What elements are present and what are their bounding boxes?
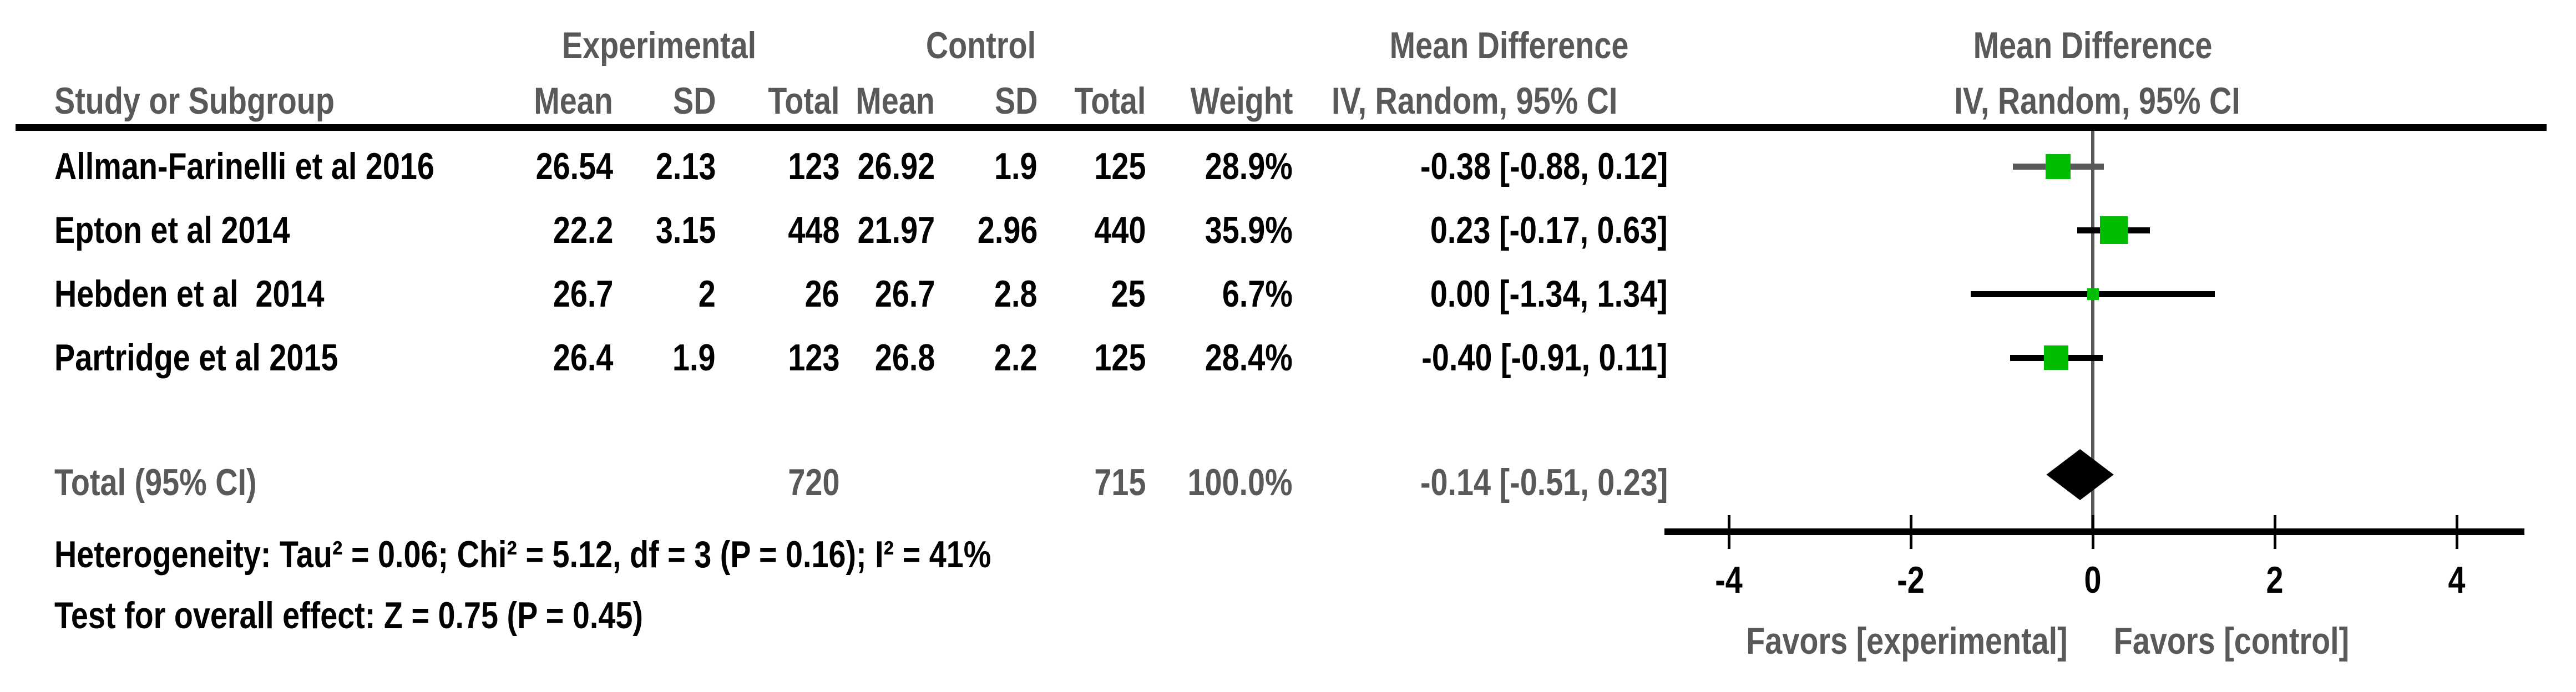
x-axis-tick [2273, 515, 2276, 549]
x-axis-tick [1909, 515, 1912, 549]
total-row-label: Total (95% CI) [54, 461, 257, 503]
cell-sd_c: 2.96 [977, 209, 1038, 251]
cell-total_e: 448 [787, 209, 839, 251]
col-header-ci-right: IV, Random, 95% CI [1954, 80, 2240, 122]
study-name: Partridge et al 2015 [54, 337, 338, 379]
effect-square [2099, 216, 2128, 244]
cell-sd_e: 1.9 [672, 337, 716, 379]
heterogeneity-note: Heterogeneity: Tau² = 0.06; Chi² = 5.12,… [54, 533, 991, 576]
cell-total_c: 440 [1094, 209, 1146, 251]
cell-total_c: 125 [1094, 145, 1146, 187]
cell-ci: -0.38 [-0.88, 0.12] [1420, 145, 1668, 187]
cell-mean_c: 26.7 [874, 273, 935, 315]
col-header-total-ctrl: Total [1074, 80, 1146, 122]
study-name: Epton et al 2014 [54, 209, 290, 251]
cell-sd_c: 2.8 [994, 273, 1038, 315]
axis-tick-label: -2 [1897, 559, 1925, 601]
header-underline [16, 124, 2547, 131]
col-header-ci: IV, Random, 95% CI [1332, 80, 1618, 122]
cell-mean_e: 26.54 [535, 145, 613, 187]
axis-tick-label: -4 [1715, 559, 1743, 601]
cell-sd_e: 2 [698, 273, 716, 315]
cell-weight: 35.9% [1205, 209, 1293, 251]
axis-tick-label: 0 [2084, 559, 2102, 601]
col-header-mean-ctrl: Mean [856, 80, 935, 122]
cell-total_e: 123 [787, 337, 839, 379]
header-mean-difference-right: Mean Difference [1973, 24, 2213, 67]
total-row-n-exp: 720 [787, 461, 839, 503]
col-header-weight: Weight [1190, 80, 1293, 122]
total-row-n-ctrl: 715 [1094, 461, 1146, 503]
cell-total_c: 25 [1111, 273, 1146, 315]
cell-sd_c: 1.9 [994, 145, 1038, 187]
x-axis-tick [1727, 515, 1730, 549]
cell-mean_c: 26.92 [857, 145, 935, 187]
study-name: Allman-Farinelli et al 2016 [54, 145, 434, 187]
x-axis-line [1664, 528, 2524, 535]
axis-tick-label: 2 [2266, 559, 2284, 601]
cell-weight: 6.7% [1222, 273, 1293, 315]
cell-sd_e: 3.15 [655, 209, 716, 251]
col-header-study: Study or Subgroup [54, 80, 335, 122]
zero-line [2091, 131, 2094, 532]
x-axis-tick [2455, 515, 2458, 549]
cell-sd_c: 2.2 [994, 337, 1038, 379]
col-header-mean-exp: Mean [534, 80, 613, 122]
cell-ci: 0.00 [-1.34, 1.34] [1430, 273, 1668, 315]
cell-mean_e: 26.4 [553, 337, 613, 379]
header-experimental: Experimental [561, 24, 757, 67]
effect-square [2044, 345, 2069, 370]
effect-square [2046, 154, 2071, 179]
cell-total_c: 125 [1094, 337, 1146, 379]
favors-control-label: Favors [control] [2113, 620, 2350, 662]
total-row-weight: 100.0% [1187, 461, 1293, 503]
cell-weight: 28.4% [1205, 337, 1293, 379]
cell-mean_e: 22.2 [553, 209, 613, 251]
cell-ci: 0.23 [-0.17, 0.63] [1430, 209, 1668, 251]
total-row-ci: -0.14 [-0.51, 0.23] [1420, 461, 1668, 503]
cell-total_e: 26 [804, 273, 839, 315]
cell-total_e: 123 [787, 145, 839, 187]
cell-mean_c: 21.97 [857, 209, 935, 251]
header-mean-difference-left: Mean Difference [1389, 24, 1629, 67]
cell-sd_e: 2.13 [655, 145, 716, 187]
header-control: Control [925, 24, 1036, 67]
cell-mean_c: 26.8 [874, 337, 935, 379]
axis-tick-label: 4 [2448, 559, 2466, 601]
effect-square [2087, 288, 2099, 300]
total-diamond [2046, 449, 2114, 500]
col-header-sd-exp: SD [672, 80, 716, 122]
col-header-sd-ctrl: SD [994, 80, 1038, 122]
study-name: Hebden et al 2014 [54, 273, 325, 315]
col-header-total-exp: Total [767, 80, 839, 122]
cell-ci: -0.40 [-0.91, 0.11] [1421, 337, 1668, 379]
cell-weight: 28.9% [1205, 145, 1293, 187]
favors-experimental-label: Favors [experimental] [1746, 620, 2068, 662]
overall-effect-note: Test for overall effect: Z = 0.75 (P = 0… [54, 594, 643, 637]
cell-mean_e: 26.7 [553, 273, 613, 315]
x-axis-tick [2091, 515, 2094, 549]
